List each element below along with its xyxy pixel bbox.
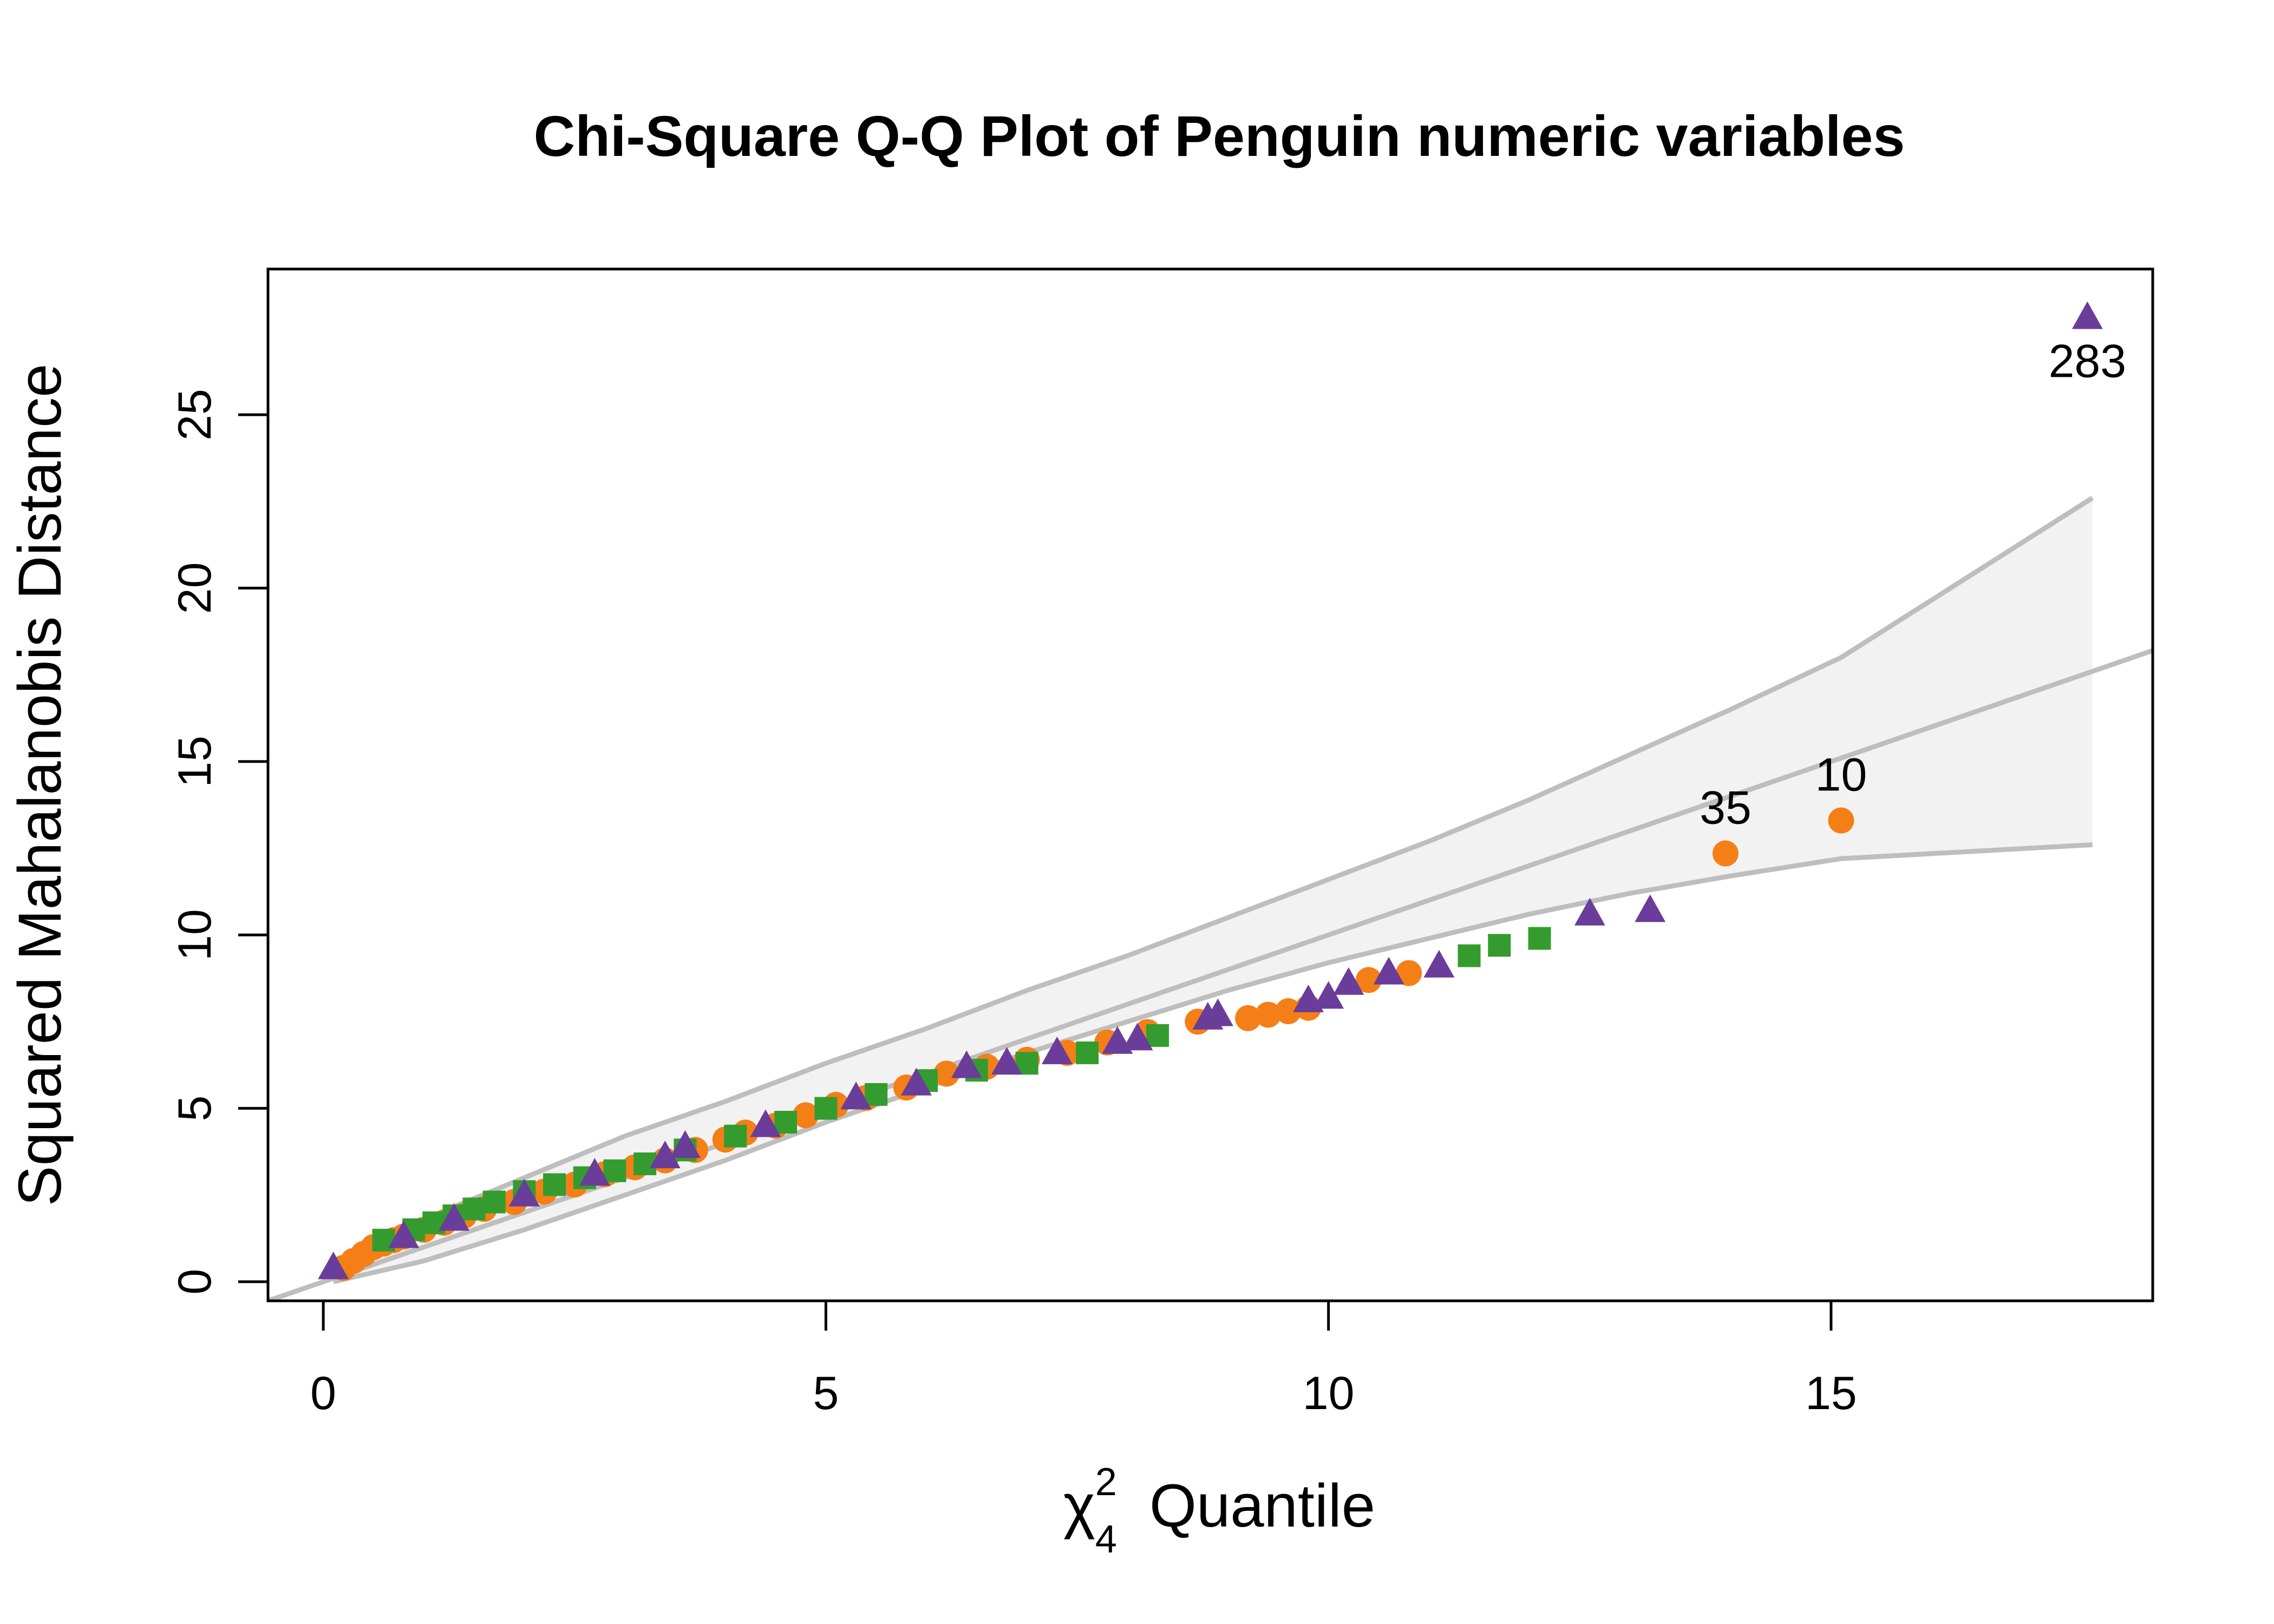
confidence-band-upper [332, 496, 2094, 1274]
data-point [1574, 898, 1605, 926]
data-point [1313, 981, 1344, 1009]
data-point [669, 1130, 701, 1158]
data-point [1488, 934, 1511, 957]
y-axis-label: Squared Mahalanobis Distance [6, 364, 74, 1207]
point-annotation: 35 [1700, 782, 1752, 834]
data-point [1423, 949, 1455, 978]
x-axis-label-superscript: 2 [1095, 1461, 1117, 1504]
data-point [1255, 1001, 1282, 1028]
data-point [724, 1124, 747, 1148]
data-point [1458, 944, 1481, 967]
point-annotations: 283 35 10 [1700, 336, 2126, 834]
data-point [793, 1102, 819, 1129]
series-triangle [318, 301, 2103, 1280]
x-axis: 0 5 10 15 [310, 1299, 1857, 1419]
data-point [900, 1068, 932, 1096]
data-point [482, 1190, 506, 1214]
data-point [1712, 840, 1739, 867]
data-point [951, 1050, 982, 1078]
x-tick-label: 0 [310, 1367, 336, 1419]
y-axis: 0 5 10 15 20 25 [169, 389, 270, 1295]
data-point [1122, 1023, 1153, 1051]
data-point [1355, 967, 1382, 993]
data-point [1076, 1041, 1099, 1064]
data-point [991, 1047, 1023, 1075]
data-point [508, 1178, 540, 1207]
data-point [1202, 998, 1233, 1026]
data-point [462, 1197, 486, 1221]
data-point [1041, 1036, 1073, 1064]
data-point [372, 1228, 395, 1252]
data-point [543, 1173, 566, 1196]
data-point [438, 1203, 469, 1231]
points-layer [318, 301, 2103, 1281]
confidence-band-lower [332, 842, 2093, 1285]
data-point [1275, 998, 1302, 1025]
data-point [422, 1211, 446, 1234]
data-point [1396, 960, 1422, 986]
data-point [750, 1109, 781, 1137]
y-tick-label: 15 [169, 736, 221, 788]
data-point [774, 1111, 798, 1134]
data-point [579, 1158, 610, 1186]
x-axis-label: χ2 4 Quantile [1063, 1461, 1375, 1561]
data-point [1235, 1005, 1262, 1031]
chart-title: Chi-Square Q-Q Plot of Penguin numeric v… [534, 104, 1905, 168]
x-axis-label-symbol: χ [1063, 1472, 1095, 1540]
y-tick-label: 10 [169, 909, 221, 961]
y-tick-label: 0 [169, 1269, 221, 1295]
y-tick-label: 5 [169, 1096, 221, 1122]
data-point [1528, 927, 1551, 950]
point-annotation: 283 [2049, 336, 2127, 388]
data-point [1373, 957, 1404, 985]
data-point [1635, 894, 1666, 922]
data-point [603, 1159, 626, 1182]
data-point [1828, 807, 1854, 834]
confidence-band-layer [332, 496, 2094, 1285]
x-axis-label-text: Quantile [1149, 1472, 1375, 1540]
plot-area [268, 301, 2153, 1301]
data-point [865, 1083, 888, 1106]
data-point [388, 1220, 420, 1248]
x-axis-label-subscript: 4 [1095, 1518, 1117, 1561]
data-point [840, 1082, 872, 1110]
x-tick-label: 10 [1303, 1367, 1355, 1419]
data-point [1146, 1024, 1169, 1047]
data-point [649, 1141, 681, 1169]
x-tick-label: 5 [813, 1367, 839, 1419]
y-tick-label: 25 [169, 389, 221, 441]
data-point [2072, 301, 2103, 329]
point-annotation: 10 [1815, 749, 1867, 801]
y-tick-label: 20 [169, 562, 221, 614]
data-point [933, 1060, 960, 1087]
data-point [318, 1252, 349, 1280]
data-point [1333, 967, 1364, 995]
x-tick-label: 15 [1805, 1367, 1857, 1419]
data-point [814, 1097, 838, 1120]
